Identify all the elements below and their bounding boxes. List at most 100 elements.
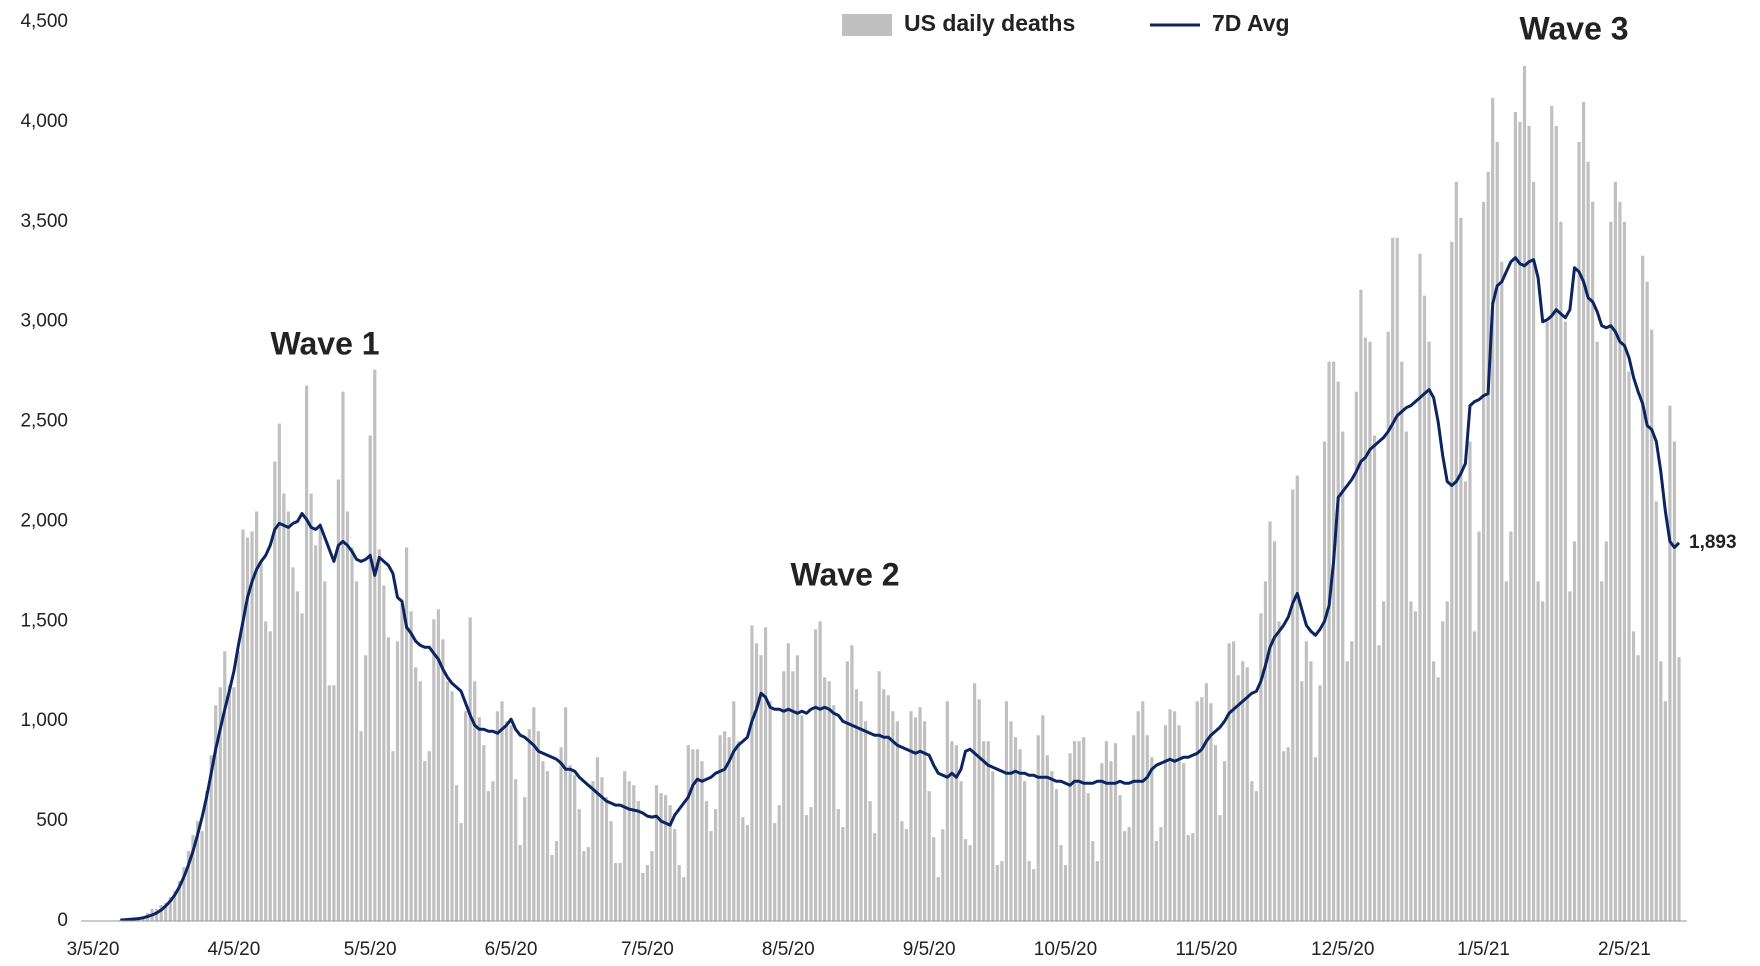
bar xyxy=(554,841,559,921)
bar xyxy=(1472,631,1477,921)
x-tick-label: 6/5/20 xyxy=(485,939,538,960)
bar xyxy=(1504,581,1508,921)
bar xyxy=(1254,791,1258,921)
bar xyxy=(259,561,263,921)
bar xyxy=(1009,721,1013,921)
bar xyxy=(404,547,409,921)
bar xyxy=(1645,281,1649,921)
bar xyxy=(795,655,799,921)
bar xyxy=(1077,741,1081,921)
y-tick-label: 3,500 xyxy=(20,211,68,232)
bar xyxy=(1427,341,1431,922)
bar xyxy=(1091,841,1095,921)
bar xyxy=(1195,701,1199,921)
bar xyxy=(923,721,927,921)
bar xyxy=(327,685,331,921)
bar xyxy=(209,755,213,921)
bar xyxy=(1163,725,1168,921)
bar xyxy=(359,731,363,921)
y-tick-label: 2,000 xyxy=(20,510,68,531)
bar xyxy=(568,765,572,921)
bar xyxy=(1004,701,1009,921)
x-tick-label: 3/5/20 xyxy=(67,939,120,960)
bar xyxy=(1518,121,1522,921)
bar xyxy=(223,651,227,921)
x-tick-label: 4/5/20 xyxy=(207,939,260,960)
bar xyxy=(659,793,663,921)
bar xyxy=(1622,221,1627,921)
bar xyxy=(1000,861,1004,921)
bar xyxy=(168,897,172,921)
bar xyxy=(973,683,977,921)
bar xyxy=(1023,781,1027,921)
bar xyxy=(982,741,986,921)
bar xyxy=(1668,405,1672,921)
bar xyxy=(532,707,536,921)
bar xyxy=(595,757,600,921)
bar xyxy=(227,685,231,921)
bar xyxy=(1654,501,1658,921)
bar xyxy=(445,681,450,921)
x-tick-label: 10/5/20 xyxy=(1034,939,1097,960)
bar xyxy=(1477,531,1481,921)
bar xyxy=(482,745,486,921)
bar xyxy=(336,479,340,921)
y-tick-label: 2,500 xyxy=(20,411,68,432)
bar xyxy=(182,867,186,921)
bar xyxy=(713,809,718,921)
bar xyxy=(1513,111,1518,921)
bar xyxy=(523,797,527,921)
bar xyxy=(1041,715,1045,921)
bar xyxy=(400,603,404,921)
bar xyxy=(250,531,254,921)
bar xyxy=(345,511,350,921)
bar xyxy=(1045,755,1049,921)
bar xyxy=(800,715,804,921)
bar xyxy=(1095,861,1099,921)
bar xyxy=(1418,253,1422,922)
bar xyxy=(354,581,359,921)
bar xyxy=(1400,361,1404,922)
bar xyxy=(1672,441,1677,921)
bar xyxy=(1536,581,1540,921)
bar xyxy=(1200,697,1204,921)
bar xyxy=(273,461,277,921)
bar xyxy=(1586,161,1590,921)
bar xyxy=(845,661,849,921)
bar xyxy=(545,771,550,921)
bar xyxy=(1677,657,1681,921)
bar xyxy=(173,891,177,921)
bar xyxy=(1327,361,1331,922)
bar xyxy=(286,511,291,921)
bar xyxy=(418,681,422,921)
bar xyxy=(1359,289,1363,921)
bar xyxy=(727,737,731,921)
bar xyxy=(1600,581,1604,921)
bar xyxy=(918,707,922,921)
bar xyxy=(977,699,981,921)
bar xyxy=(704,801,709,921)
bar xyxy=(386,637,390,921)
bar xyxy=(900,821,904,921)
bar xyxy=(1141,701,1145,921)
bar xyxy=(1209,703,1213,921)
bar xyxy=(1318,685,1322,921)
bar xyxy=(536,731,540,921)
bar xyxy=(1086,793,1090,921)
bar xyxy=(1595,341,1599,922)
bar xyxy=(745,825,749,921)
bar xyxy=(1018,749,1022,921)
bar xyxy=(886,695,890,921)
bar xyxy=(1577,141,1581,921)
bar xyxy=(1554,125,1558,921)
bar xyxy=(1191,833,1195,921)
bar xyxy=(1486,171,1490,922)
bar xyxy=(1204,683,1208,921)
bar xyxy=(1309,661,1313,921)
y-tick-label: 4,500 xyxy=(20,11,68,32)
bar xyxy=(627,781,631,921)
bar xyxy=(541,761,545,921)
bar xyxy=(468,617,472,921)
bar xyxy=(473,681,477,921)
bar xyxy=(164,903,168,921)
